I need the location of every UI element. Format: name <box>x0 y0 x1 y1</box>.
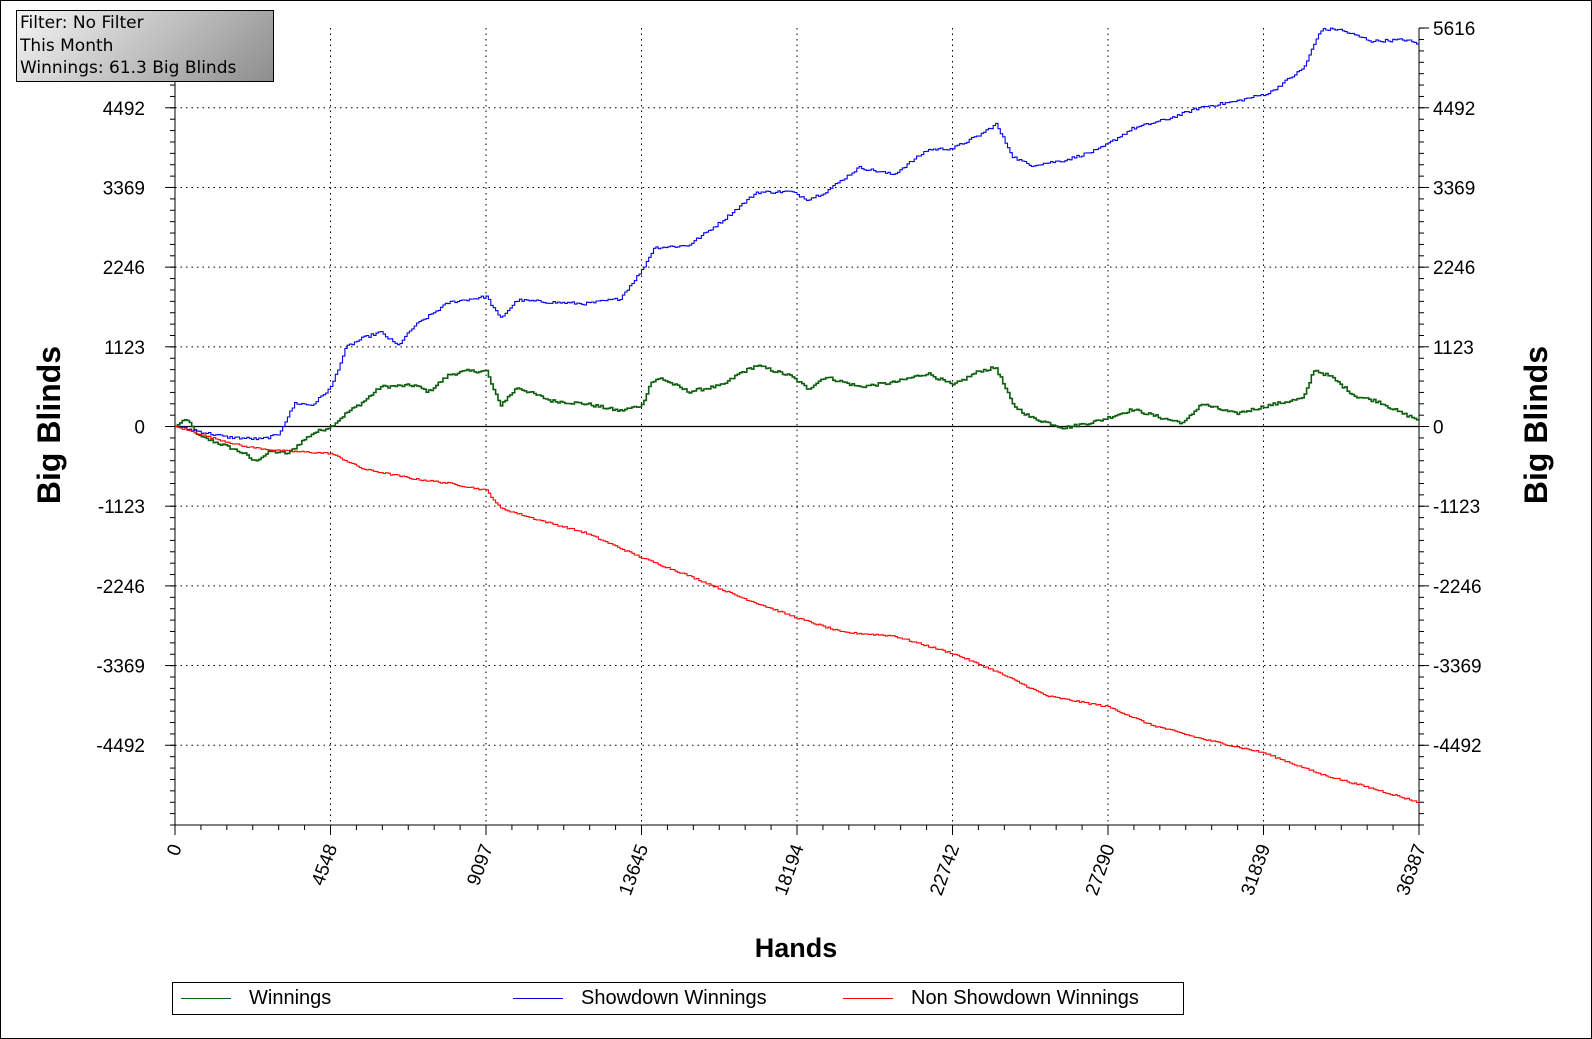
y-tick-label-right: 0 <box>1433 418 1444 439</box>
y-tick-label-left: 3369 <box>103 178 145 199</box>
grid-lines <box>175 28 1419 825</box>
y-tick-label-left: 1123 <box>104 338 145 359</box>
filter-info-box: Filter: No Filter This Month Winnings: 6… <box>16 10 274 82</box>
y-tick-label-right: -4492 <box>1433 736 1482 757</box>
y-tick-label-right: 3369 <box>1433 178 1475 199</box>
x-axis-title: Hands <box>755 933 838 963</box>
y-tick-label-right: 2246 <box>1433 258 1475 279</box>
legend-label-winnings: Winnings <box>249 987 332 1009</box>
x-tick-label: 4548 <box>308 842 342 889</box>
winnings-text: Winnings: 61.3 Big Blinds <box>20 58 237 78</box>
y-tick-label-right: -2246 <box>1433 577 1482 598</box>
legend-label-showdown: Showdown Winnings <box>581 987 767 1009</box>
x-tick-label: 9097 <box>464 842 498 889</box>
series-line-showdown-winnings <box>175 27 1420 441</box>
y-axis-title-right: Big Blinds <box>1518 346 1554 504</box>
y-tick-label-left: 0 <box>134 418 145 439</box>
x-tick-label: 31839 <box>1237 842 1275 899</box>
legend-swatch-winnings <box>181 998 231 999</box>
y-tick-label-left: 2246 <box>103 258 145 279</box>
series-line-non-showdown-winnings <box>175 425 1420 804</box>
filter-text: Filter: No Filter <box>20 13 144 33</box>
legend-swatch-showdown <box>513 998 563 999</box>
chart-legend: Winnings Showdown Winnings Non Showdown … <box>172 982 1184 1015</box>
legend-label-non-showdown: Non Showdown Winnings <box>911 987 1139 1009</box>
tick-labels: 4492 3369 2246 1123 0 -1123 -2246 -3369 -4492 561… <box>96 19 1481 898</box>
x-tick-label: 36387 <box>1393 842 1431 899</box>
x-tick-label: 13645 <box>615 842 653 899</box>
y-tick-label-right: -1123 <box>1433 497 1480 518</box>
legend-item-winnings: Winnings <box>181 983 331 1014</box>
y-tick-label-left: -2246 <box>96 577 145 598</box>
series-line-winnings <box>175 364 1420 462</box>
y-tick-label-right: -3369 <box>1433 657 1482 678</box>
y-tick-label-right: 1123 <box>1433 338 1474 359</box>
y-tick-label-right: 5616 <box>1433 19 1475 40</box>
legend-item-non-showdown: Non Showdown Winnings <box>843 983 1139 1014</box>
x-tick-label: 22742 <box>926 842 964 899</box>
y-tick-label-right: 4492 <box>1433 99 1475 120</box>
y-tick-label-left: -4492 <box>96 736 145 757</box>
period-text: This Month <box>20 35 114 56</box>
y-tick-label-left: -3369 <box>96 657 145 678</box>
legend-item-showdown: Showdown Winnings <box>513 983 767 1014</box>
y-axis-title-left: Big Blinds <box>31 346 67 504</box>
series-lines <box>175 27 1420 804</box>
x-tick-label: 18194 <box>771 841 809 898</box>
x-tick-label: 27290 <box>1082 842 1120 899</box>
legend-swatch-non-showdown <box>843 998 893 999</box>
y-tick-label-left: -1123 <box>98 497 145 518</box>
y-tick-label-left: 4492 <box>103 99 145 120</box>
x-tick-label: 0 <box>163 842 186 859</box>
